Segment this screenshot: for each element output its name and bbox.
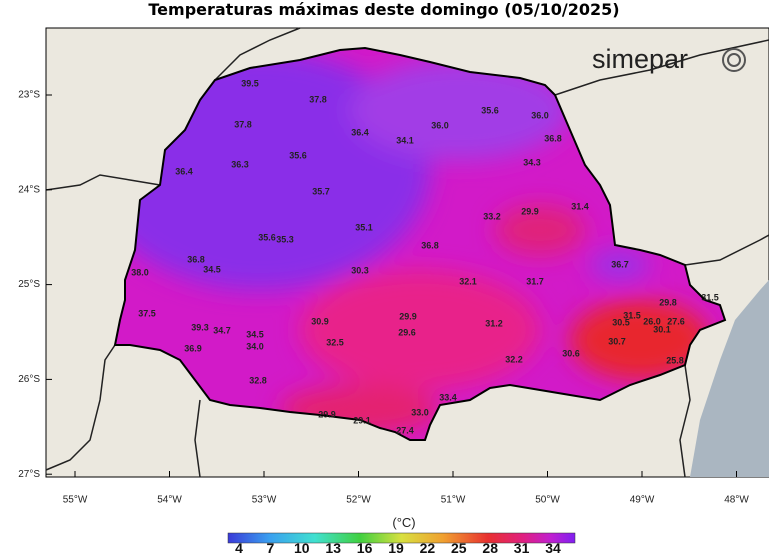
station-value: 29.9 xyxy=(318,409,336,419)
lon-label: 52°W xyxy=(346,495,371,506)
lat-label: 25°S xyxy=(18,279,40,290)
lon-label: 49°W xyxy=(630,495,655,506)
lon-label: 54°W xyxy=(157,495,182,506)
colorbar-tick-label: 19 xyxy=(388,540,404,554)
station-value: 27.6 xyxy=(667,316,685,326)
station-value: 37.8 xyxy=(234,119,252,129)
station-value: 36.8 xyxy=(544,133,562,143)
colorbar-tick-label: 28 xyxy=(482,540,498,554)
station-value: 26.0 xyxy=(643,316,661,326)
colorbar-tick-label: 4 xyxy=(235,540,243,554)
station-value: 31.4 xyxy=(571,201,589,211)
station-value: 38.0 xyxy=(131,267,149,277)
colorbar-tick-label: 10 xyxy=(294,540,310,554)
colorbar xyxy=(227,532,576,544)
station-value: 31.5 xyxy=(623,310,641,320)
station-value: 35.1 xyxy=(355,222,373,232)
station-value: 27.4 xyxy=(396,425,414,435)
station-value: 37.5 xyxy=(138,308,156,318)
station-value: 33.4 xyxy=(439,392,457,402)
station-value: 39.5 xyxy=(241,78,259,88)
station-value: 33.2 xyxy=(483,211,501,221)
ocean xyxy=(690,280,769,477)
station-value: 29.9 xyxy=(521,206,539,216)
station-value: 30.7 xyxy=(608,336,626,346)
station-value: 31.7 xyxy=(526,276,544,286)
colorbar-tick-label: 25 xyxy=(451,540,467,554)
station-value: 29.8 xyxy=(659,297,677,307)
station-value: 36.8 xyxy=(421,240,439,250)
lon-label: 55°W xyxy=(63,495,88,506)
station-value: 25.8 xyxy=(666,355,684,365)
lon-label: 53°W xyxy=(252,495,277,506)
colorbar-tick-label: 31 xyxy=(514,540,530,554)
station-value: 34.5 xyxy=(246,329,264,339)
station-value: 34.3 xyxy=(523,157,541,167)
station-value: 35.6 xyxy=(289,150,307,160)
station-value: 32.1 xyxy=(459,276,477,286)
lon-label: 50°W xyxy=(535,495,560,506)
station-value: 32.2 xyxy=(505,354,523,364)
station-value: 34.5 xyxy=(203,264,221,274)
station-value: 30.6 xyxy=(562,348,580,358)
station-value: 36.4 xyxy=(175,166,193,176)
station-value: 29.1 xyxy=(353,415,371,425)
station-value: 36.7 xyxy=(611,259,629,269)
station-value: 36.3 xyxy=(231,159,249,169)
colorbar-tick-label: 13 xyxy=(325,540,341,554)
station-value: 30.1 xyxy=(653,324,671,334)
station-value: 34.0 xyxy=(246,341,264,351)
station-value: 35.7 xyxy=(312,186,330,196)
station-value: 33.0 xyxy=(411,407,429,417)
axes: 23°S 24°S 25°S 26°S 27°S 55°W 54°W 53°W 52°W 51°W… xyxy=(18,90,749,506)
station-value: 30.9 xyxy=(311,316,329,326)
colorbar-tick-label: 16 xyxy=(357,540,373,554)
station-value: 36.8 xyxy=(187,254,205,264)
station-value: 36.0 xyxy=(531,110,549,120)
colorbar-unit: (°C) xyxy=(392,515,415,530)
station-value: 36.0 xyxy=(431,120,449,130)
colorbar-tick-label: 7 xyxy=(267,540,275,554)
station-value: 29.6 xyxy=(398,327,416,337)
station-value: 36.4 xyxy=(351,127,369,137)
logo-text: simepar xyxy=(592,44,688,74)
station-value: 30.5 xyxy=(612,317,630,327)
lat-label: 27°S xyxy=(18,469,40,480)
lon-label: 48°W xyxy=(724,495,749,506)
station-value: 35.6 xyxy=(481,105,499,115)
title: Temperaturas máximas deste domingo (05/1… xyxy=(148,0,619,19)
colorbar-ticks: 4 7 10 13 16 19 22 25 28 31 34 xyxy=(235,540,561,556)
station-value: 37.8 xyxy=(309,94,327,104)
stations: 39.5 37.8 37.8 36.4 36.0 35.6 36.0 36.8 34.1 36.4… xyxy=(131,78,719,435)
lon-label: 51°W xyxy=(441,495,466,506)
station-value: 39.3 xyxy=(191,322,209,332)
station-value: 31.2 xyxy=(485,318,503,328)
station-value: 32.5 xyxy=(326,337,344,347)
station-value: 29.9 xyxy=(399,311,417,321)
station-value: 35.3 xyxy=(276,234,294,244)
borders xyxy=(45,27,769,478)
station-value: 34.1 xyxy=(396,135,414,145)
colorbar-tick-label: 22 xyxy=(420,540,436,554)
lat-label: 23°S xyxy=(18,90,40,101)
logo: simepar xyxy=(592,44,746,74)
station-value: 36.9 xyxy=(184,343,202,353)
lat-label: 26°S xyxy=(18,374,40,385)
station-value: 32.8 xyxy=(249,375,267,385)
colorbar-tick-label: 34 xyxy=(545,540,561,554)
station-value: 30.3 xyxy=(351,265,369,275)
lat-label: 24°S xyxy=(18,184,40,195)
station-value: 31.5 xyxy=(701,292,719,302)
station-value: 35.6 xyxy=(258,232,276,242)
station-value: 34.7 xyxy=(213,325,231,335)
